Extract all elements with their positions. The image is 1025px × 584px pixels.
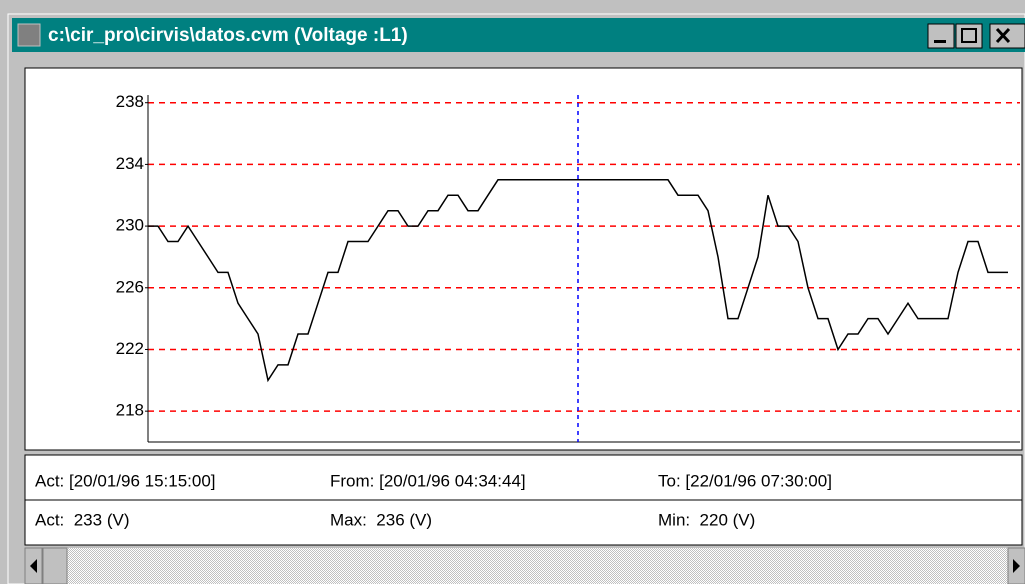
- voltage-line: [148, 179, 1008, 383]
- y-tick-label: 226: [116, 277, 144, 296]
- info-text: Act: 233 (V): [35, 510, 129, 529]
- info: Act: [20/01/96 15:15:00] From: [20/01/96 …: [35, 471, 832, 529]
- minimize-button[interactable]: [927, 23, 955, 49]
- y-tick-label: 238: [116, 92, 144, 111]
- y-tick-label: 218: [116, 401, 144, 420]
- plot: 218 222 226 230 234 238: [116, 92, 1020, 443]
- scrollbar[interactable]: [25, 548, 1025, 584]
- info-text: Act: [20/01/96 15:15:00]: [35, 471, 216, 490]
- title-bar: [12, 18, 1025, 52]
- y-tick-label: 234: [116, 154, 144, 173]
- scroll-left[interactable]: [24, 547, 43, 584]
- y-tick-label: 230: [116, 216, 144, 235]
- info-text: To: [22/01/96 07:30:00]: [658, 471, 832, 490]
- scroll-thumb[interactable]: [42, 547, 68, 584]
- window-title: c:\cir_pro\cirvis\datos.cvm (Voltage :L1…: [48, 25, 408, 46]
- y-tick-label: 222: [116, 339, 144, 358]
- info-text: Max: 236 (V): [330, 510, 432, 529]
- chart-panel: [24, 67, 1023, 451]
- info-text: Min: 220 (V): [658, 510, 755, 529]
- maximize-button[interactable]: [955, 23, 983, 49]
- app-icon: [17, 23, 41, 47]
- close-button[interactable]: [989, 23, 1025, 49]
- scroll-right[interactable]: [1007, 547, 1025, 584]
- info-text: From: [20/01/96 04:34:44]: [330, 471, 526, 490]
